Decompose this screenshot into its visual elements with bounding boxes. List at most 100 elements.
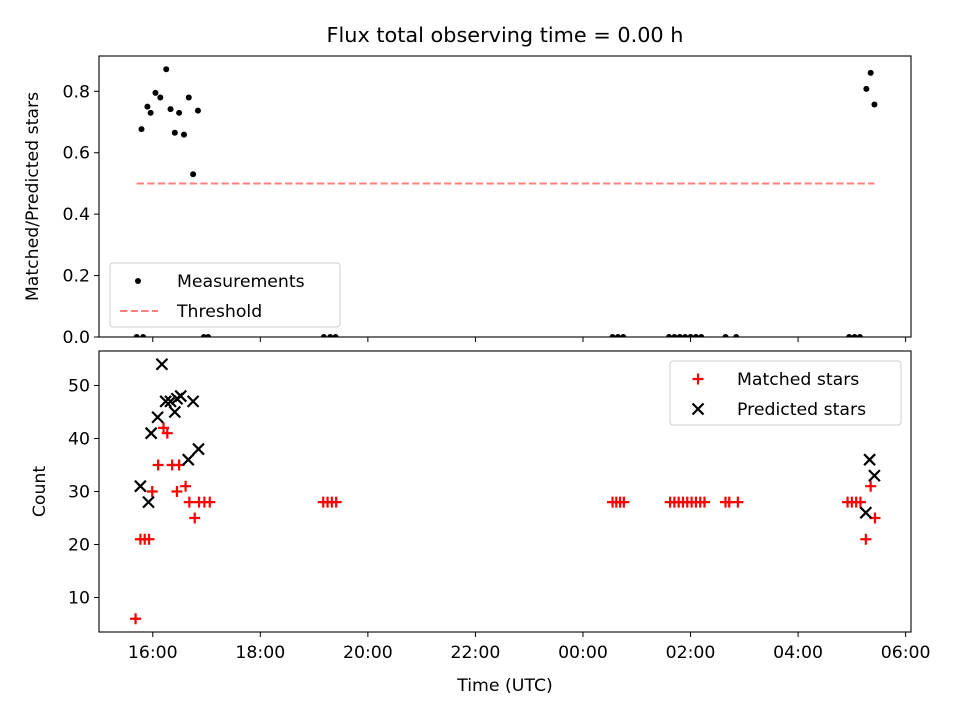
- measurement-point: [846, 334, 853, 337]
- top-y-tick-label: 0.0: [63, 328, 90, 348]
- measurement-point: [163, 66, 170, 73]
- measurement-point: [332, 334, 339, 337]
- measurement-point: [666, 334, 673, 337]
- measurement-point: [682, 334, 689, 337]
- matched-star-point: [171, 486, 183, 497]
- measurement-point: [180, 131, 187, 138]
- matched-star-point: [161, 427, 173, 439]
- measurement-point: [698, 334, 705, 337]
- predicted-star-point: [134, 479, 147, 493]
- bottom-x-tick-label: 04:00: [773, 643, 823, 663]
- matched-star-point: [330, 496, 342, 508]
- bottom-x-tick-label: 16:00: [128, 643, 178, 663]
- measurement-point: [676, 334, 683, 337]
- predicted-star-point: [174, 389, 188, 403]
- predicted-star-point: [144, 426, 158, 440]
- legend-matched-swatch: [692, 373, 704, 385]
- measurement-point: [176, 109, 183, 116]
- measurement-point: [692, 334, 699, 337]
- top-plot-area: [133, 66, 878, 337]
- matched-star-point: [143, 533, 155, 545]
- matched-star-point: [699, 496, 711, 508]
- measurement-point: [671, 334, 678, 337]
- bottom-x-tick-label: 02:00: [666, 643, 716, 663]
- bottom-y-tick-label: 10: [68, 589, 90, 609]
- measurement-point: [190, 171, 197, 178]
- bottom-x-tick-label: 06:00: [881, 643, 931, 663]
- measurement-point: [614, 334, 621, 337]
- measurement-point: [133, 334, 140, 337]
- predicted-star-point: [155, 357, 169, 371]
- measurement-point: [157, 94, 164, 101]
- measurement-point: [851, 334, 858, 337]
- measurement-point: [147, 109, 154, 116]
- top-y-tick-label: 0.8: [63, 82, 90, 102]
- measurement-point: [867, 69, 874, 76]
- measurement-point: [320, 334, 327, 337]
- measurement-point: [722, 334, 729, 337]
- top-legend: Measurements Threshold: [109, 262, 341, 328]
- matched-star-point: [618, 496, 630, 508]
- chart-title: Flux total observing time = 0.00 h: [327, 23, 684, 47]
- bottom-legend: Matched stars Predicted stars: [669, 360, 902, 426]
- predicted-star-point: [192, 442, 205, 456]
- matched-star-point: [204, 496, 216, 508]
- top-axes-frame: [98, 55, 912, 338]
- measurement-point: [609, 334, 616, 337]
- top-legend-frame: [109, 262, 341, 328]
- measurement-point: [194, 107, 201, 114]
- top-y-tick-label: 0.4: [63, 205, 90, 225]
- predicted-star-point: [863, 453, 876, 466]
- legend-label: Measurements: [177, 272, 305, 292]
- predicted-star-point: [164, 395, 177, 408]
- measurement-point: [152, 89, 159, 96]
- predicted-star-point: [151, 410, 164, 424]
- bottom-plot-area: [130, 357, 881, 625]
- legend-predicted-swatch: [691, 402, 705, 416]
- matched-star-point: [130, 613, 142, 625]
- predicted-star-point: [186, 395, 200, 408]
- bottom-y-axis-label: Count: [30, 466, 50, 518]
- measurement-point: [185, 94, 192, 101]
- measurement-point: [856, 334, 863, 337]
- bottom-panel: 10 20 30 40 50 16:00 18:00 20:00 22:00 00:00 02:00…: [68, 350, 931, 663]
- legend-label: Matched stars: [737, 370, 859, 390]
- legend-label: Predicted stars: [737, 400, 866, 420]
- measurement-point: [687, 334, 694, 337]
- top-panel: 0.0 0.2 0.4 0.6 0.8 Measurements Threshold: [63, 55, 912, 348]
- legend-measurement-swatch: [135, 278, 141, 284]
- bottom-x-tick-label: 18:00: [235, 643, 285, 663]
- bottom-x-tick-label: 22:00: [451, 643, 501, 663]
- bottom-x-tick-label: 00:00: [558, 643, 608, 663]
- predicted-star-point: [859, 506, 873, 519]
- predicted-star-point: [868, 469, 881, 482]
- matched-star-point: [732, 496, 744, 508]
- bottom-y-tick-label: 50: [68, 376, 90, 396]
- bottom-y-tick-label: 20: [68, 536, 90, 556]
- measurement-point: [863, 85, 870, 92]
- bottom-legend-frame: [669, 360, 902, 426]
- matched-star-point: [189, 512, 201, 524]
- matched-star-point: [146, 486, 158, 497]
- predicted-star-point: [142, 495, 155, 509]
- measurement-point: [733, 334, 740, 337]
- top-y-axis-label: Matched/Predicted stars: [23, 92, 43, 301]
- measurement-point: [144, 103, 151, 110]
- measurement-point: [138, 126, 145, 133]
- matched-star-point: [180, 480, 192, 492]
- matched-star-point: [183, 496, 195, 508]
- measurement-point: [205, 334, 212, 337]
- x-axis-label: Time (UTC): [456, 676, 553, 696]
- legend-label: Threshold: [176, 302, 262, 322]
- matched-star-point: [865, 480, 877, 492]
- matched-star-point: [152, 459, 164, 471]
- top-y-tick-label: 0.2: [63, 267, 90, 287]
- bottom-y-tick-label: 30: [68, 483, 90, 503]
- measurement-point: [620, 334, 627, 337]
- matched-star-point: [860, 533, 872, 545]
- predicted-star-point: [168, 405, 182, 419]
- measurement-point: [871, 101, 878, 108]
- top-y-tick-label: 0.6: [63, 144, 90, 164]
